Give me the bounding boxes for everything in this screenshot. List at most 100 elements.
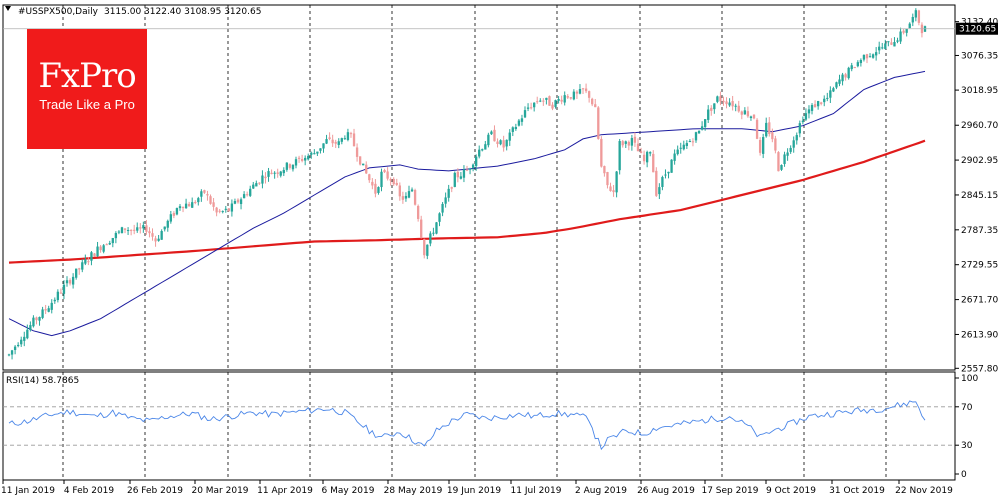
candle-body: [169, 214, 172, 222]
candle-body: [197, 198, 200, 203]
candle: [206, 190, 209, 201]
candle-body: [700, 126, 704, 130]
date-tick-label: 11 Apr 2019: [257, 486, 313, 496]
candle-body: [99, 246, 102, 251]
candle: [645, 150, 649, 168]
candle-body: [252, 184, 255, 189]
candle-body: [862, 54, 866, 60]
price-tick-label: 3018.95: [961, 86, 998, 96]
candle: [807, 105, 811, 119]
candle-body: [542, 100, 545, 102]
candle-body: [111, 237, 114, 244]
candle: [487, 132, 490, 148]
candle: [325, 134, 328, 145]
date-tick-label: 6 May 2019: [322, 486, 375, 496]
candle-body: [346, 132, 350, 140]
candle: [365, 161, 368, 175]
candle: [294, 156, 298, 169]
candle-body: [410, 189, 414, 192]
candle-body: [645, 151, 649, 163]
candle: [374, 179, 377, 198]
candle: [560, 95, 563, 105]
candle-body: [294, 159, 298, 166]
candle-body: [392, 178, 395, 185]
candle: [258, 182, 261, 185]
rsi-title: RSI(14) 58.7865: [6, 376, 79, 386]
candle-body: [53, 299, 56, 302]
candle-body: [612, 190, 615, 193]
candle: [490, 130, 493, 135]
candle: [911, 13, 914, 27]
candle-body: [75, 268, 78, 278]
candle-body: [841, 74, 844, 82]
candle: [847, 66, 850, 80]
candle-body: [459, 176, 463, 179]
ma-slow-line: [8, 139, 926, 264]
candle-body: [725, 101, 728, 105]
candle-body: [594, 104, 597, 108]
candle-body: [44, 309, 47, 311]
candle-body: [29, 325, 32, 331]
candle-body: [606, 172, 609, 186]
candle: [126, 227, 130, 236]
candle-body: [581, 88, 585, 90]
rsi-tick-label: 70: [961, 403, 973, 413]
candle-body: [529, 107, 533, 109]
candle: [783, 151, 786, 167]
candle: [731, 95, 734, 111]
candle: [10, 349, 14, 360]
candle: [304, 155, 307, 166]
candle-body: [917, 10, 921, 23]
candle: [416, 204, 420, 222]
price-tick-label: 2960.70: [961, 121, 998, 131]
candle-body: [774, 138, 777, 151]
candle-body: [484, 144, 487, 150]
candle-body: [734, 105, 737, 107]
candle: [529, 102, 533, 110]
candle: [633, 132, 637, 147]
price-tick-label: 2787.35: [961, 226, 998, 236]
candle: [584, 83, 588, 94]
candle-body: [10, 350, 14, 355]
candle: [291, 164, 295, 172]
candle: [526, 103, 530, 112]
candle: [722, 96, 725, 106]
candle: [618, 138, 621, 175]
candle: [755, 118, 759, 140]
candle: [236, 198, 240, 204]
candle: [377, 186, 380, 195]
candle: [123, 228, 127, 234]
candle-body: [120, 227, 124, 234]
candle: [859, 58, 863, 67]
candle: [343, 135, 347, 140]
symbol-header: #USSPX500,Daily 3115.00 3122.40 3108.95 3…: [18, 7, 261, 17]
candle: [47, 305, 50, 313]
candle: [279, 170, 282, 178]
candle: [801, 116, 805, 125]
candle: [93, 253, 96, 257]
dropdown-triangle-icon[interactable]: [5, 6, 11, 11]
candle: [53, 297, 56, 304]
candle-body: [627, 141, 630, 146]
candle-body: [829, 90, 832, 98]
candle: [884, 39, 887, 50]
candle: [853, 66, 856, 69]
candle-body: [50, 302, 53, 310]
candle: [603, 165, 606, 177]
candle-body: [65, 280, 69, 284]
candle-body: [716, 96, 719, 102]
candle-body: [682, 144, 685, 150]
candle: [7, 353, 11, 357]
candle-body: [551, 104, 554, 109]
candle: [597, 106, 600, 140]
candle: [591, 97, 594, 107]
candle-body: [249, 188, 252, 196]
candle-body: [163, 226, 166, 230]
candle-body: [133, 229, 136, 231]
candle: [297, 155, 301, 163]
candle-body: [908, 23, 911, 29]
candle-body: [304, 157, 307, 161]
candle-body: [474, 156, 478, 166]
candle: [636, 138, 640, 152]
